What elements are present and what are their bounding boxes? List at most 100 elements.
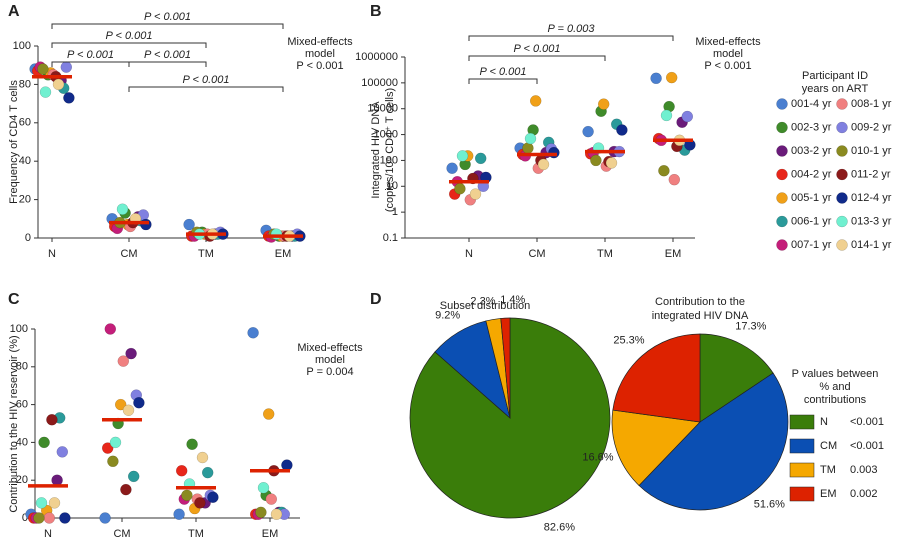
data-point <box>37 63 49 75</box>
pie-value-label: 82.6% <box>544 521 575 533</box>
data-point <box>52 78 65 91</box>
legend-marker <box>776 192 788 204</box>
pie-title: Subset distribution <box>440 300 531 312</box>
legend-marker <box>836 239 848 251</box>
x-tick-label: EM <box>262 528 279 540</box>
legend-swatch <box>789 462 815 478</box>
legend-title: P values between <box>792 368 879 380</box>
data-point <box>56 446 69 458</box>
legend-label: TM <box>820 464 836 476</box>
panel-letter: A <box>8 3 20 20</box>
y-tick-label: 20 <box>16 474 28 486</box>
data-point <box>117 355 130 367</box>
pie-slice <box>699 333 774 423</box>
data-point <box>582 125 594 138</box>
model-note: model <box>315 354 345 366</box>
pie-slice <box>612 333 701 423</box>
significance-bracket <box>128 86 284 92</box>
data-point <box>133 396 145 409</box>
pie-value-label: 2.3% <box>470 296 495 308</box>
y-axis-label: Integrated HIV DNA <box>370 101 382 199</box>
legend-marker <box>776 145 788 157</box>
y-tick-label: 20 <box>19 194 31 206</box>
legend-marker <box>776 168 788 181</box>
pie-slice <box>500 317 511 419</box>
p-value-label: P < 0.001 <box>183 74 230 86</box>
data-point <box>51 474 63 486</box>
legend-marker <box>836 145 848 157</box>
legend-label: 005-1 yr <box>791 192 832 204</box>
data-point <box>173 508 185 520</box>
y-tick-label: 40 <box>19 155 31 167</box>
data-point <box>257 482 270 494</box>
data-point <box>101 442 114 454</box>
data-point <box>39 86 52 98</box>
legend-marker <box>836 121 848 134</box>
model-note: model <box>713 48 743 60</box>
data-point <box>474 152 487 165</box>
pie-value-label: 9.2% <box>435 309 460 321</box>
legend-label: 009-2 yr <box>851 121 892 133</box>
data-point <box>469 188 482 200</box>
data-point <box>201 466 214 479</box>
legend-marker <box>836 192 848 204</box>
y-tick-label: 10 <box>386 180 398 192</box>
x-tick-label: TM <box>188 528 204 540</box>
data-point <box>127 470 140 483</box>
legend-title: % and <box>819 381 850 393</box>
data-point <box>194 497 206 509</box>
legend-swatch <box>789 438 815 454</box>
legend-marker <box>836 168 848 181</box>
x-tick-label: CM <box>120 248 137 260</box>
data-point <box>109 436 122 449</box>
legend-swatch <box>789 486 815 502</box>
y-tick-label: 1000000 <box>355 51 398 63</box>
pie-slice <box>611 409 701 486</box>
data-point <box>665 71 678 84</box>
data-point <box>265 493 278 505</box>
model-note: P < 0.001 <box>296 60 343 72</box>
legend-label: 013-3 yr <box>851 215 892 227</box>
data-point <box>650 72 662 85</box>
y-tick-label: 1000 <box>374 128 398 140</box>
data-point <box>99 512 111 524</box>
data-point <box>122 404 135 417</box>
panel-letter: B <box>370 3 382 20</box>
pie-value-label: 16.6% <box>582 451 613 463</box>
legend-label: 003-2 yr <box>791 145 832 157</box>
data-point <box>46 413 58 426</box>
significance-bracket <box>468 35 674 41</box>
data-point <box>446 162 458 174</box>
data-point <box>281 459 293 471</box>
legend-marker <box>776 239 788 251</box>
y-tick-label: 0 <box>22 512 28 524</box>
y-tick-label: 40 <box>16 436 28 448</box>
p-value-label: P < 0.001 <box>144 49 191 61</box>
significance-bracket <box>468 78 538 84</box>
x-tick-label: EM <box>275 248 292 260</box>
data-point <box>537 158 550 171</box>
legend-label: 001-4 yr <box>791 98 832 110</box>
data-point <box>681 110 694 123</box>
y-tick-label: 0 <box>25 232 31 244</box>
data-point <box>116 203 129 215</box>
data-point <box>59 512 71 524</box>
data-point <box>125 347 137 360</box>
legend-label: CM <box>820 440 837 452</box>
legend-marker <box>776 121 788 134</box>
model-note: Mixed-effects <box>297 342 363 354</box>
y-tick-label: 10000 <box>367 103 398 115</box>
legend-p-value: 0.003 <box>850 464 878 476</box>
data-point <box>140 218 152 231</box>
data-point <box>38 436 50 449</box>
y-axis-label: Contribution to the HIV reservoir (%) <box>8 335 20 512</box>
data-point <box>590 154 602 167</box>
y-tick-label: 100000 <box>361 77 398 89</box>
data-point <box>270 228 283 240</box>
data-point <box>60 61 73 73</box>
legend-swatch <box>789 414 815 430</box>
x-tick-label: CM <box>113 528 130 540</box>
legend-marker <box>776 98 788 110</box>
data-point <box>524 132 537 145</box>
